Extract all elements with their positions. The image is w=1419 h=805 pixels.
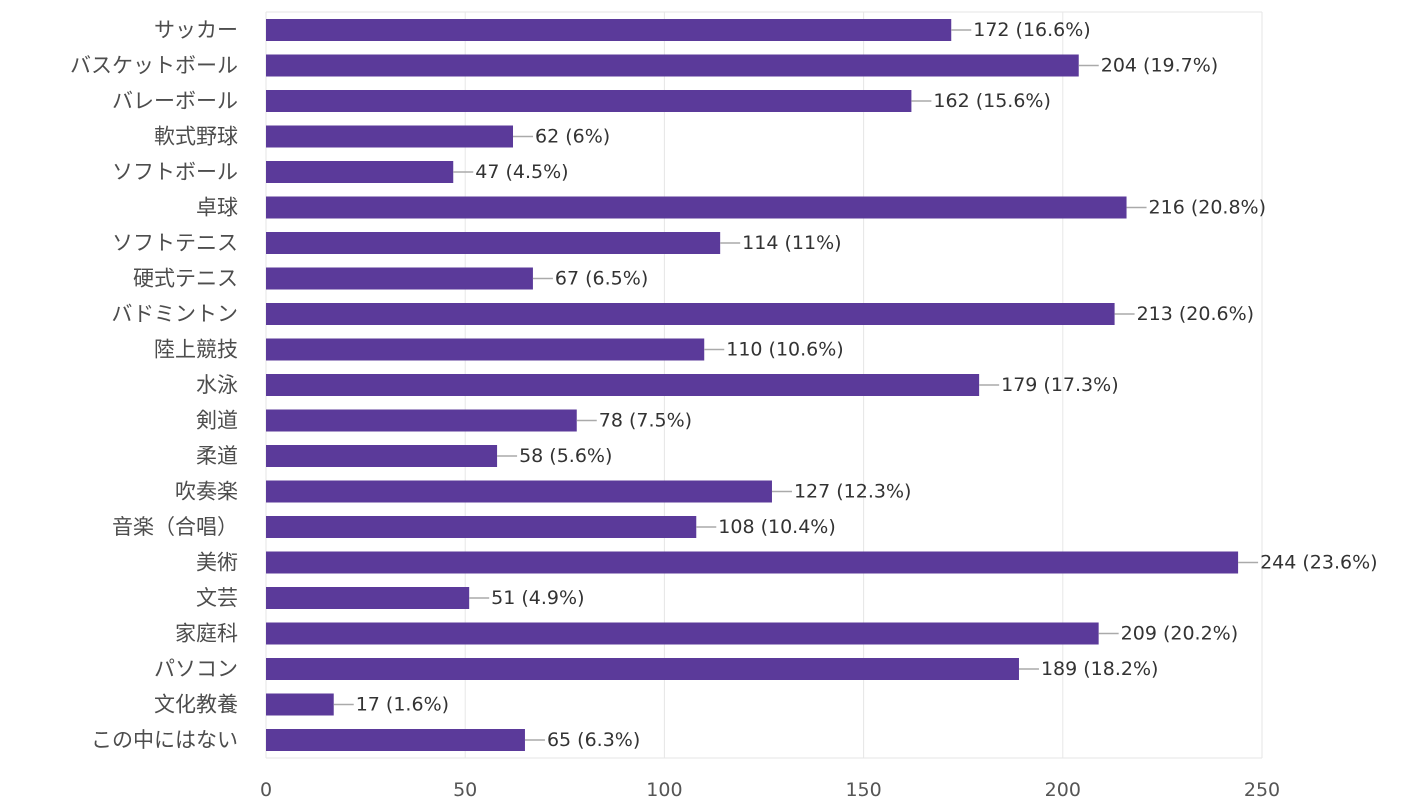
category-label-0: サッカー [154,18,238,42]
category-label-9: 陸上競技 [154,338,238,362]
data-label-0: 172 (16.6%) [973,19,1091,41]
bar-6 [266,232,720,254]
category-label-14: 音楽（合唱） [112,515,238,539]
data-label-18: 189 (18.2%) [1041,658,1159,680]
data-label-13: 127 (12.3%) [794,481,912,503]
data-label-6: 114 (11%) [742,232,841,254]
data-label-4: 47 (4.5%) [475,161,568,183]
category-label-1: バスケットボール [70,54,238,78]
bar-9 [266,339,704,361]
category-label-10: 水泳 [196,373,238,397]
bar-18 [266,658,1019,680]
data-label-12: 58 (5.6%) [519,445,612,467]
data-label-2: 162 (15.6%) [933,90,1050,112]
category-label-15: 美術 [196,551,238,575]
bar-12 [266,445,497,467]
category-label-7: 硬式テニス [133,267,238,291]
bar-2 [266,90,911,112]
category-label-17: 家庭科 [175,622,238,646]
data-label-7: 67 (6.5%) [555,268,648,290]
data-label-1: 204 (19.7%) [1101,55,1219,77]
x-tick-label-4: 200 [1045,779,1081,801]
x-axis-ticks: 0 50 100 150 200 250 [260,779,1280,801]
bar-1 [266,55,1079,77]
x-tick-label-0: 0 [260,779,272,801]
data-label-16: 51 (4.9%) [491,587,584,609]
bar-16 [266,587,469,609]
bar-15 [266,552,1238,574]
bar-7 [266,268,533,290]
data-label-17: 209 (20.2%) [1121,623,1239,645]
category-labels: サッカーバスケットボールバレーボール軟式野球ソフトボール卓球ソフトテニス硬式テニ… [70,18,238,752]
category-label-19: 文化教養 [154,693,238,717]
x-tick-label-5: 250 [1244,779,1280,801]
bar-0 [266,19,951,41]
category-label-12: 柔道 [196,444,238,468]
category-label-11: 剣道 [196,409,238,433]
bar-11 [266,410,577,432]
data-label-20: 65 (6.3%) [547,729,640,751]
bar-14 [266,516,696,538]
bar-5 [266,197,1127,219]
bar-19 [266,694,334,716]
x-tick-label-3: 150 [845,779,881,801]
category-label-16: 文芸 [196,586,238,610]
bar-10 [266,374,979,396]
data-label-14: 108 (10.4%) [718,516,836,538]
data-label-15: 244 (23.6%) [1260,552,1378,574]
bar-4 [266,161,453,183]
bar-13 [266,481,772,503]
category-label-5: 卓球 [196,196,238,220]
category-label-4: ソフトボール [112,160,238,184]
data-label-3: 62 (6%) [535,126,610,148]
category-label-2: バレーボール [112,89,238,113]
data-label-9: 110 (10.6%) [726,339,844,361]
x-tick-label-1: 50 [453,779,477,801]
data-label-10: 179 (17.3%) [1001,374,1119,396]
category-label-18: パソコン [154,657,238,681]
category-label-20: この中にはない [91,728,238,752]
bar-20 [266,729,525,751]
data-label-8: 213 (20.6%) [1137,303,1255,325]
bar-3 [266,126,513,148]
x-tick-label-2: 100 [646,779,682,801]
category-label-13: 吹奏楽 [175,480,238,504]
category-label-3: 軟式野球 [154,125,238,149]
data-label-5: 216 (20.8%) [1149,197,1267,219]
bar-8 [266,303,1115,325]
bar-17 [266,623,1099,645]
data-label-11: 78 (7.5%) [599,410,692,432]
category-label-8: バドミントン [111,302,238,326]
data-label-19: 17 (1.6%) [356,694,449,716]
category-label-6: ソフトテニス [112,231,238,255]
